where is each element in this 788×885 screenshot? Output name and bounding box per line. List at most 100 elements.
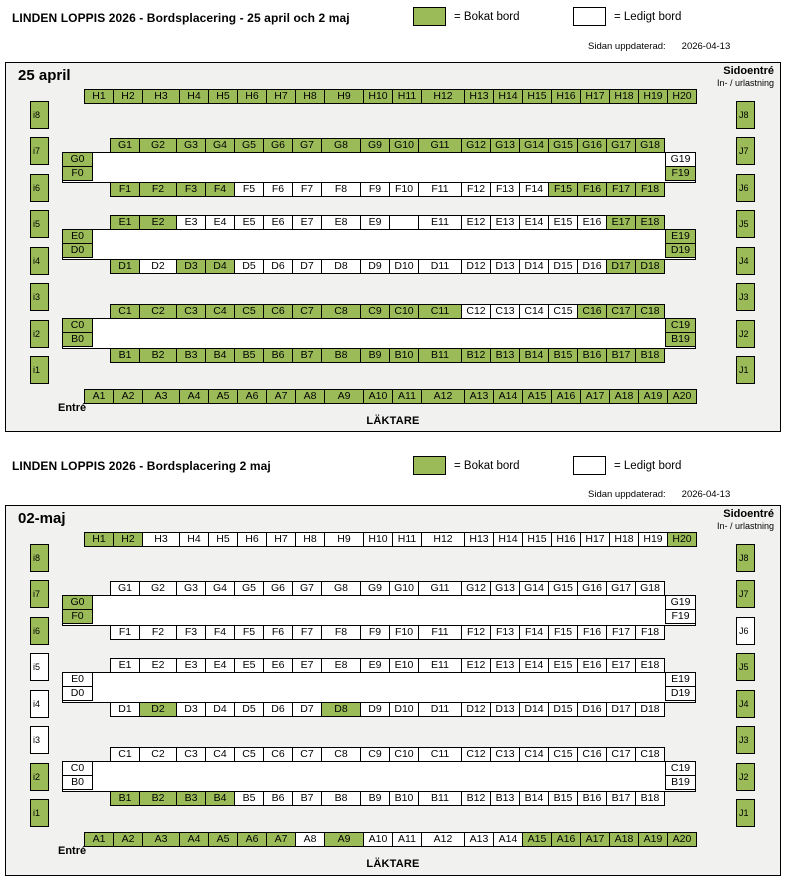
table-cell: G11 <box>418 581 462 596</box>
table-cell: G4 <box>205 581 235 596</box>
table-cell: H8 <box>295 532 325 547</box>
left-booth-column: i8 i7 i6 i5 i4 i3 i2 i1 <box>30 544 49 827</box>
table-cell: D10 <box>389 702 419 717</box>
updated-line: Sidan uppdaterad: 2026-04-13 <box>588 41 730 52</box>
table-cell: D4 <box>205 259 235 274</box>
table-cell: H12 <box>421 89 465 104</box>
table-cell: H17 <box>580 89 610 104</box>
booth-cell: J2 <box>736 762 755 791</box>
table-cell: F7 <box>292 625 322 640</box>
table-cell: G1 <box>110 581 140 596</box>
table-cell: F8 <box>321 625 361 640</box>
table-cell: B3 <box>176 791 206 806</box>
header-block-2: LINDEN LOPPIS 2026 - Bordsplacering 2 ma… <box>0 432 788 505</box>
table-cell: G19 <box>665 152 696 167</box>
table-cell: A5 <box>208 389 238 404</box>
table-cell: F1 <box>110 182 140 197</box>
table-cell: F7 <box>292 182 322 197</box>
table-cell: D4 <box>205 702 235 717</box>
table-cell: E12 <box>461 215 491 230</box>
table-cell: A6 <box>237 389 267 404</box>
table-cell: C1 <box>110 304 140 319</box>
table-cell: G18 <box>635 581 665 596</box>
table-cell: B0 <box>62 332 93 347</box>
legend-free: = Ledigt bord <box>573 7 681 26</box>
table-cell: H10 <box>363 89 393 104</box>
document-title-2: LINDEN LOPPIS 2026 - Bordsplacering 2 ma… <box>12 459 271 473</box>
table-cell: H20 <box>667 532 697 547</box>
table-cell: G16 <box>577 138 607 153</box>
table-cell: C4 <box>205 304 235 319</box>
table-cell: G0 <box>62 595 93 610</box>
table-cell: F0 <box>62 609 93 624</box>
table-cell: D0 <box>62 243 93 258</box>
legend-free-label: = Ledigt bord <box>614 10 682 23</box>
table-cell: G0 <box>62 152 93 167</box>
table-cell: B18 <box>635 348 665 363</box>
table-cell: A19 <box>638 832 668 847</box>
table-cell: A3 <box>142 389 180 404</box>
table-cell: C18 <box>635 304 665 319</box>
stage-label: LÄKTARE <box>366 415 420 427</box>
table-cell: F2 <box>139 625 177 640</box>
section-title: 02-maj <box>18 510 66 527</box>
booth-cell: J2 <box>736 319 755 348</box>
table-cell: D3 <box>176 259 206 274</box>
table-cell: D12 <box>461 702 491 717</box>
legend-booked-label: = Bokat bord <box>454 459 520 472</box>
table-cell: C4 <box>205 747 235 762</box>
table-cell: E3 <box>176 658 206 673</box>
table-cell: E8 <box>321 658 361 673</box>
table-cell: C16 <box>577 747 607 762</box>
booth-cell: i8 <box>30 101 49 129</box>
table-block-c-b: C1 C2 C3 C4 C5 C6 C7 C8 C9 C10 C11 C12 C13 C14 C15 C16 C… <box>62 304 696 363</box>
table-cell: E7 <box>292 658 322 673</box>
table-cell: B12 <box>461 791 491 806</box>
table-cell: A2 <box>113 389 143 404</box>
table-cell: D11 <box>418 702 462 717</box>
table-cell: E11 <box>418 658 462 673</box>
booth-cell: i7 <box>30 580 49 609</box>
table-cell: D17 <box>606 259 636 274</box>
row-a: A1 A2 A3 A4 A5 A6 A7 A8 A9 A10 A11 A12 A13 A14 A15 A16 A… <box>84 832 697 847</box>
side-entrance-sublabel: In- / urlastning <box>716 77 774 88</box>
table-cell: D13 <box>490 259 520 274</box>
table-cell: B2 <box>139 348 177 363</box>
table-cell: D8 <box>321 259 361 274</box>
table-cell: H6 <box>237 89 267 104</box>
table-cell: E15 <box>548 658 578 673</box>
table-cell: C11 <box>418 304 462 319</box>
table-cell: A8 <box>295 389 325 404</box>
table-cell: C8 <box>321 304 361 319</box>
legend-booked-label: = Bokat bord <box>454 10 520 23</box>
table-cell: A14 <box>493 389 523 404</box>
table-cell: E19 <box>665 672 696 687</box>
table-cell: E14 <box>519 215 549 230</box>
table-cell: G15 <box>548 138 578 153</box>
table-cell: H12 <box>421 532 465 547</box>
table-cell: C10 <box>389 304 419 319</box>
table-cell: B0 <box>62 775 93 790</box>
table-cell: D11 <box>418 259 462 274</box>
table-cell: F17 <box>606 182 636 197</box>
table-cell: F5 <box>234 182 264 197</box>
table-cell: C3 <box>176 747 206 762</box>
booth-cell: i6 <box>30 616 49 645</box>
table-cell: E8 <box>321 215 361 230</box>
table-cell: F1 <box>110 625 140 640</box>
table-cell: D6 <box>263 702 293 717</box>
booth-cell: i2 <box>30 319 49 348</box>
table-cell: A11 <box>392 832 422 847</box>
table-cell: A1 <box>84 389 114 404</box>
left-booth-column: i8 i7 i6 i5 i4 i3 i2 i1 <box>30 101 49 384</box>
table-cell: A9 <box>324 389 364 404</box>
booth-cell: i7 <box>30 137 49 166</box>
side-entrance-label: Sidoentré <box>723 65 774 77</box>
table-cell: B3 <box>176 348 206 363</box>
table-cell: F12 <box>461 182 491 197</box>
table-cell: G3 <box>176 581 206 596</box>
table-cell: H19 <box>638 89 668 104</box>
table-cell: B7 <box>292 791 322 806</box>
table-cell: C19 <box>665 761 696 776</box>
table-cell: F9 <box>360 182 390 197</box>
